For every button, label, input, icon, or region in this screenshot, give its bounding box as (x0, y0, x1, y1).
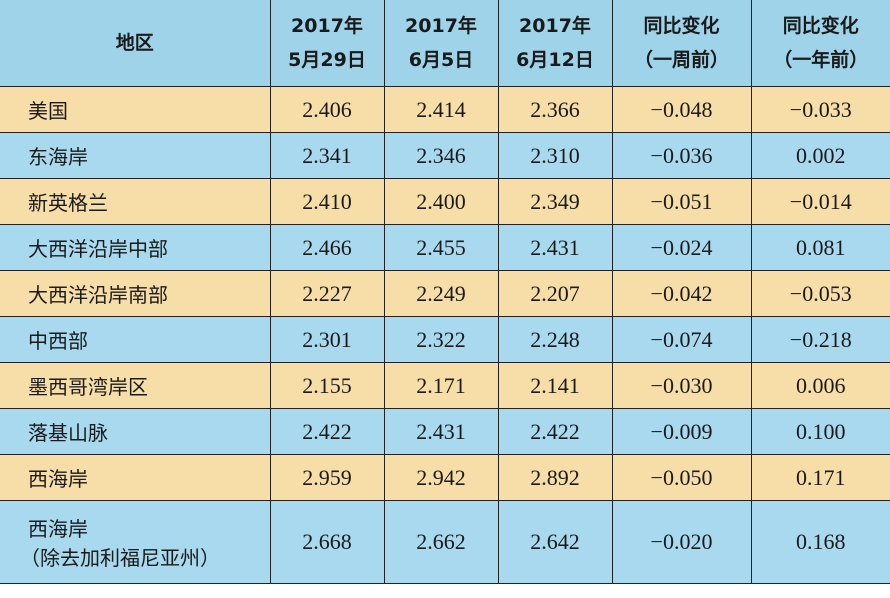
price-2017-05-29: 2.406 (269, 86, 385, 133)
table-row: 西海岸 2.959 2.942 2.892 −0.050 0.171 (0, 454, 890, 501)
header-date-1-year: 2017年 (291, 15, 363, 37)
region-cell: 大西洋沿岸南部 (0, 270, 271, 317)
region-cell: 美国 (0, 86, 271, 133)
header-change-week: 同比变化 （一周前） (611, 0, 752, 87)
region-cell: 墨西哥湾岸区 (0, 362, 271, 409)
change-year-cell: 0.006 (750, 362, 890, 409)
change-week-cell: −0.074 (611, 316, 752, 363)
change-week-cell: −0.050 (611, 454, 752, 501)
change-year-cell: 0.081 (750, 224, 890, 271)
header-row: 地区 2017年 5月29日 2017年 6月5日 2017年 6月12日 同比… (0, 0, 890, 87)
region-note: （除去加利福尼亚州） (20, 546, 220, 570)
region-cell: 大西洋沿岸中部 (0, 224, 271, 271)
region-name: 西海岸 (28, 517, 88, 541)
table-row: 新英格兰 2.410 2.400 2.349 −0.051 −0.014 (0, 178, 890, 225)
price-2017-05-29: 2.341 (269, 132, 385, 179)
region-cell: 西海岸 （除去加利福尼亚州） (0, 500, 271, 584)
header-date-3: 2017年 6月12日 (497, 0, 613, 87)
region-cell: 西海岸 (0, 454, 271, 501)
price-2017-06-05: 2.322 (383, 316, 499, 363)
price-2017-05-29: 2.410 (269, 178, 385, 225)
table-row: 西海岸 （除去加利福尼亚州） 2.668 2.662 2.642 −0.020 0.168 (0, 500, 890, 584)
change-week-cell: −0.042 (611, 270, 752, 317)
table-row: 落基山脉 2.422 2.431 2.422 −0.009 0.100 (0, 408, 890, 455)
price-2017-05-29: 2.466 (269, 224, 385, 271)
region-cell: 新英格兰 (0, 178, 271, 225)
region-cell: 落基山脉 (0, 408, 271, 455)
region-cell: 中西部 (0, 316, 271, 363)
table-row: 中西部 2.301 2.322 2.248 −0.074 −0.218 (0, 316, 890, 363)
change-week-cell: −0.051 (611, 178, 752, 225)
change-year-cell: 0.002 (750, 132, 890, 179)
change-year-cell: 0.171 (750, 454, 890, 501)
table-row: 墨西哥湾岸区 2.155 2.171 2.141 −0.030 0.006 (0, 362, 890, 409)
header-change-week-sub: （一周前） (633, 49, 729, 71)
table-row: 美国 2.406 2.414 2.366 −0.048 −0.033 (0, 86, 890, 133)
header-region: 地区 (0, 0, 271, 87)
change-week-cell: −0.036 (611, 132, 752, 179)
change-year-cell: 0.168 (750, 500, 890, 584)
change-week-cell: −0.030 (611, 362, 752, 409)
price-2017-06-12: 2.207 (497, 270, 613, 317)
price-2017-05-29: 2.301 (269, 316, 385, 363)
price-2017-05-29: 2.422 (269, 408, 385, 455)
price-2017-06-05: 2.414 (383, 86, 499, 133)
price-2017-06-05: 2.455 (383, 224, 499, 271)
header-change-year: 同比变化 （一年前） (750, 0, 890, 87)
price-2017-06-05: 2.171 (383, 362, 499, 409)
header-date-3-year: 2017年 (519, 15, 591, 37)
header-date-3-day: 6月12日 (516, 49, 594, 71)
price-2017-06-12: 2.431 (497, 224, 613, 271)
header-change-week-title: 同比变化 (643, 15, 720, 37)
region-cell: 东海岸 (0, 132, 271, 179)
change-week-cell: −0.048 (611, 86, 752, 133)
change-week-cell: −0.020 (611, 500, 752, 584)
table-body: 美国 2.406 2.414 2.366 −0.048 −0.033 东海岸 2.341 2.3… (0, 86, 890, 584)
price-2017-06-05: 2.400 (383, 178, 499, 225)
change-year-cell: −0.014 (750, 178, 890, 225)
change-year-cell: 0.100 (750, 408, 890, 455)
header-change-year-sub: （一年前） (773, 49, 869, 71)
price-2017-06-05: 2.249 (383, 270, 499, 317)
price-2017-06-05: 2.346 (383, 132, 499, 179)
table-row: 大西洋沿岸中部 2.466 2.455 2.431 −0.024 0.081 (0, 224, 890, 271)
price-2017-06-05: 2.942 (383, 454, 499, 501)
change-week-cell: −0.009 (611, 408, 752, 455)
price-2017-05-29: 2.959 (269, 454, 385, 501)
price-2017-05-29: 2.668 (269, 500, 385, 584)
header-date-1-day: 5月29日 (288, 49, 366, 71)
price-2017-05-29: 2.227 (269, 270, 385, 317)
price-2017-06-12: 2.141 (497, 362, 613, 409)
header-date-2-year: 2017年 (405, 15, 477, 37)
price-2017-06-12: 2.310 (497, 132, 613, 179)
price-2017-06-12: 2.366 (497, 86, 613, 133)
header-change-year-title: 同比变化 (782, 15, 859, 37)
header-date-1: 2017年 5月29日 (269, 0, 385, 87)
change-year-cell: −0.033 (750, 86, 890, 133)
price-2017-06-12: 2.422 (497, 408, 613, 455)
change-week-cell: −0.024 (611, 224, 752, 271)
change-year-cell: −0.053 (750, 270, 890, 317)
price-2017-06-12: 2.642 (497, 500, 613, 584)
table-row: 东海岸 2.341 2.346 2.310 −0.036 0.002 (0, 132, 890, 179)
price-2017-06-12: 2.248 (497, 316, 613, 363)
price-table: 地区 2017年 5月29日 2017年 6月5日 2017年 6月12日 同比… (0, 0, 890, 584)
header-date-2: 2017年 6月5日 (383, 0, 499, 87)
table-row: 大西洋沿岸南部 2.227 2.249 2.207 −0.042 −0.053 (0, 270, 890, 317)
price-2017-06-05: 2.431 (383, 408, 499, 455)
header-date-2-day: 6月5日 (408, 49, 474, 71)
price-2017-06-12: 2.349 (497, 178, 613, 225)
price-2017-06-05: 2.662 (383, 500, 499, 584)
price-2017-06-12: 2.892 (497, 454, 613, 501)
change-year-cell: −0.218 (750, 316, 890, 363)
price-2017-05-29: 2.155 (269, 362, 385, 409)
